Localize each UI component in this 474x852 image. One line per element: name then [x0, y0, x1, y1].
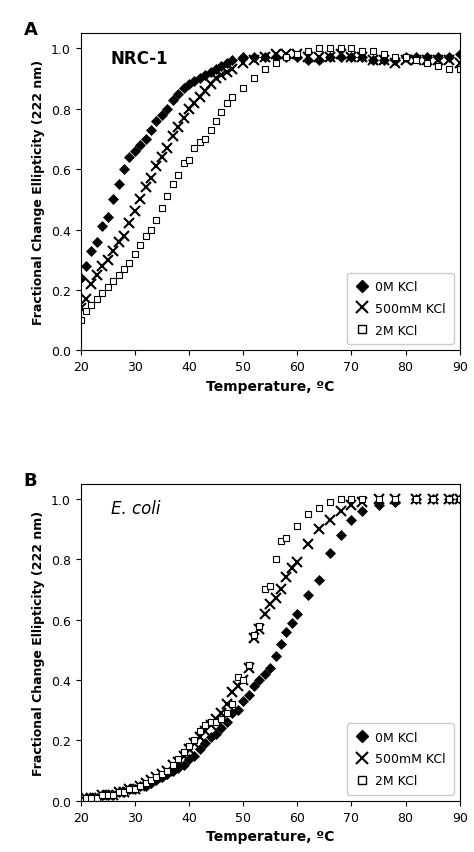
Text: B: B [24, 471, 37, 489]
Y-axis label: Fractional Change Ellipticity (222 nm): Fractional Change Ellipticity (222 nm) [32, 60, 46, 325]
Text: E. coli: E. coli [111, 500, 160, 518]
Text: NRC-1: NRC-1 [111, 50, 169, 68]
Y-axis label: Fractional Change Ellipticity (222 nm): Fractional Change Ellipticity (222 nm) [32, 510, 46, 774]
Legend: 0M KCl, 500mM KCl, 2M KCl: 0M KCl, 500mM KCl, 2M KCl [346, 723, 454, 795]
X-axis label: Temperature, ºC: Temperature, ºC [206, 379, 334, 393]
Text: A: A [24, 21, 37, 39]
X-axis label: Temperature, ºC: Temperature, ºC [206, 829, 334, 843]
Legend: 0M KCl, 500mM KCl, 2M KCl: 0M KCl, 500mM KCl, 2M KCl [346, 273, 454, 345]
